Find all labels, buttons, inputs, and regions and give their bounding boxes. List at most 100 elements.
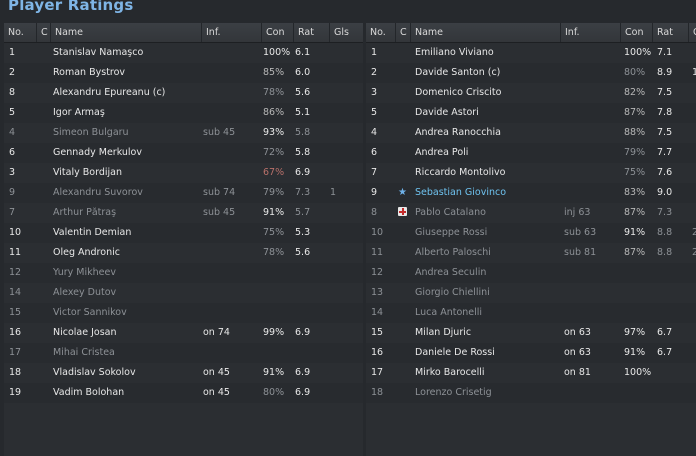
col-header-condition[interactable]: Con [621, 23, 653, 42]
player-name[interactable]: Vadim Bolohan [53, 387, 125, 398]
col-header-name[interactable]: Name [411, 23, 561, 42]
player-name[interactable]: Mirko Barocelli [415, 367, 485, 378]
col-header-influence[interactable]: Inf. [202, 23, 262, 42]
player-name[interactable]: Lorenzo Crisetig [415, 387, 492, 398]
player-name[interactable]: Gennady Merkulov [53, 147, 142, 158]
col-header-no[interactable]: No. [4, 23, 37, 42]
player-rating: 5.8 [295, 127, 311, 138]
player-name[interactable]: Pablo Catalano [415, 207, 486, 218]
player-name[interactable]: Davide Santon (c) [415, 67, 501, 78]
table-row[interactable]: 6 Gennady Merkulov 72% 5.8 [4, 143, 363, 163]
player-name[interactable]: Vladislav Sokolov [53, 367, 136, 378]
player-name[interactable]: Oleg Andronic [53, 247, 120, 258]
table-row[interactable]: 11 Oleg Andronic 78% 5.6 [4, 243, 363, 263]
player-name[interactable]: Nicolae Josan [53, 327, 117, 338]
player-name[interactable]: Sebastian Giovinco [415, 187, 507, 198]
col-header-condition[interactable]: Con [262, 23, 294, 42]
player-name[interactable]: Alberto Paloschi [415, 247, 491, 258]
table-row[interactable]: 16 Daniele De Rossi on 63 91% 6.7 [366, 343, 696, 363]
table-row[interactable]: 4 Andrea Ranocchia 88% 7.5 [366, 123, 696, 143]
table-row[interactable]: 5 Igor Armaş 86% 5.1 [4, 103, 363, 123]
col-header-no[interactable]: No. [366, 23, 396, 42]
player-name[interactable]: Roman Bystrov [53, 67, 126, 78]
player-name[interactable]: Alexandru Epureanu (c) [53, 87, 166, 98]
col-header-name[interactable]: Name [51, 23, 202, 42]
player-name[interactable]: Domenico Criscito [415, 87, 502, 98]
col-header-rating[interactable]: Rat [653, 23, 689, 42]
player-name[interactable]: Simeon Bulgaru [53, 127, 129, 138]
col-header-captain[interactable]: C [37, 23, 51, 42]
player-name[interactable]: Valentin Demian [53, 227, 132, 238]
player-name[interactable]: Emiliano Viviano [415, 47, 494, 58]
col-header-goals[interactable]: Gls [334, 27, 349, 38]
table-row[interactable]: 17 Mihai Cristea [4, 343, 363, 363]
table-row[interactable]: 3 Vitaly Bordijan 67% 6.9 [4, 163, 363, 183]
table-row[interactable]: 7 Arthur Pătraş sub 45 91% 5.7 [4, 203, 363, 223]
table-row[interactable]: 15 Victor Sannikov [4, 303, 363, 323]
table-row[interactable]: 18 Lorenzo Crisetig [366, 383, 696, 403]
player-name[interactable]: Riccardo Montolivo [415, 167, 506, 178]
table-row[interactable]: 6 Andrea Poli 79% 7.7 [366, 143, 696, 163]
player-number: 18 [9, 367, 22, 378]
table-row[interactable]: 7 Riccardo Montolivo 75% 7.6 [366, 163, 696, 183]
player-influence: sub 45 [203, 207, 236, 218]
player-name[interactable]: Mihai Cristea [53, 347, 115, 358]
table-row[interactable]: 15 Milan Djuric on 63 97% 6.7 [366, 323, 696, 343]
table-row[interactable]: 4 Simeon Bulgaru sub 45 93% 5.8 [4, 123, 363, 143]
player-name[interactable]: Luca Antonelli [415, 307, 483, 318]
table-row[interactable]: 12 Andrea Seculin [366, 263, 696, 283]
player-name[interactable]: Giorgio Chiellini [415, 287, 490, 298]
table-row[interactable]: 2 Roman Bystrov 85% 6.0 [4, 63, 363, 83]
player-number: 12 [371, 267, 384, 278]
player-name[interactable]: Vitaly Bordijan [53, 167, 122, 178]
player-name[interactable]: Milan Djuric [415, 327, 472, 338]
table-row[interactable]: 8 Pablo Catalano inj 63 87% 7.3 [366, 203, 696, 223]
table-row[interactable]: 8 Alexandru Epureanu (c) 78% 5.6 [4, 83, 363, 103]
table-row[interactable]: 17 Mirko Barocelli on 81 100% [366, 363, 696, 383]
table-row[interactable]: 3 Domenico Criscito 82% 7.5 [366, 83, 696, 103]
table-row[interactable]: 1 Stanislav Namaşco 100% 6.1 [4, 43, 363, 63]
player-name[interactable]: Alexandru Suvorov [53, 187, 143, 198]
table-header: No. C Name Inf. Con Rat Gls [4, 23, 363, 43]
player-condition: 91% [263, 367, 285, 378]
player-name[interactable]: Davide Astori [415, 107, 479, 118]
table-row[interactable]: 18 Vladislav Sokolov on 45 91% 6.9 [4, 363, 363, 383]
player-name[interactable]: Igor Armaş [53, 107, 105, 118]
player-name[interactable]: Andrea Ranocchia [415, 127, 501, 138]
table-row[interactable]: 2 Davide Santon (c) 80% 8.9 1 [366, 63, 696, 83]
player-name[interactable]: Yury Mikheev [53, 267, 116, 278]
player-number: 2 [371, 67, 378, 78]
table-row[interactable]: 12 Yury Mikheev [4, 263, 363, 283]
table-row[interactable]: 1 Emiliano Viviano 100% 7.1 [366, 43, 696, 63]
col-header-captain[interactable]: C [396, 23, 411, 42]
col-header-influence[interactable]: Inf. [561, 23, 621, 42]
table-row[interactable]: 13 Giorgio Chiellini [366, 283, 696, 303]
table-row[interactable]: ★ 9 Sebastian Giovinco 83% 9.0 [366, 183, 696, 203]
player-condition: 91% [263, 207, 285, 218]
player-name[interactable]: Victor Sannikov [53, 307, 127, 318]
table-row[interactable]: 10 Giuseppe Rossi sub 63 91% 8.8 2 [366, 223, 696, 243]
col-header-goals[interactable]: G [689, 23, 696, 42]
table-row[interactable]: 16 Nicolae Josan on 74 99% 6.9 [4, 323, 363, 343]
player-name[interactable]: Stanislav Namaşco [53, 47, 144, 58]
player-name[interactable]: Arthur Pătraş [53, 207, 117, 218]
player-name[interactable]: Alexey Dutov [53, 287, 117, 298]
table-row[interactable]: 19 Vadim Bolohan on 45 80% 6.9 [4, 383, 363, 403]
player-number: 4 [371, 127, 378, 138]
table-row[interactable]: 14 Luca Antonelli [366, 303, 696, 323]
player-name[interactable]: Andrea Seculin [415, 267, 487, 278]
player-rating: 6.9 [295, 327, 311, 338]
table-row[interactable]: 9 Alexandru Suvorov sub 74 79% 7.3 1 [4, 183, 363, 203]
player-name[interactable]: Andrea Poli [415, 147, 469, 158]
table-row[interactable]: 5 Davide Astori 87% 7.8 [366, 103, 696, 123]
player-influence: on 81 [564, 367, 591, 378]
col-header-rating[interactable]: Rat [294, 23, 330, 42]
player-rating: 7.6 [657, 167, 673, 178]
player-name[interactable]: Daniele De Rossi [415, 347, 495, 358]
table-row[interactable]: 11 Alberto Paloschi sub 81 87% 8.8 2 [366, 243, 696, 263]
player-number: 10 [9, 227, 22, 238]
player-number: 13 [371, 287, 384, 298]
player-name[interactable]: Giuseppe Rossi [415, 227, 488, 238]
table-row[interactable]: 10 Valentin Demian 75% 5.3 [4, 223, 363, 243]
table-row[interactable]: 14 Alexey Dutov [4, 283, 363, 303]
